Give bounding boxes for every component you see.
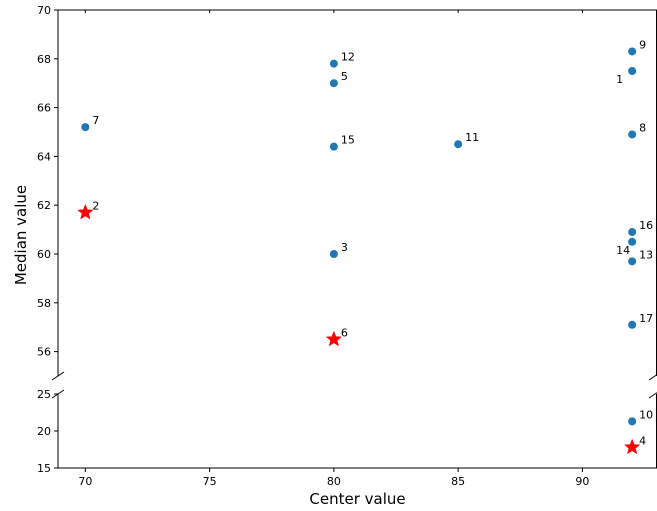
point-label: 1 — [616, 73, 623, 86]
y-tick-label: 58 — [37, 297, 51, 310]
point-label: 9 — [639, 38, 646, 51]
data-point — [628, 417, 637, 426]
point-label: 8 — [639, 121, 646, 134]
data-point — [81, 123, 90, 132]
y-tick-label: 66 — [37, 102, 51, 115]
lower-panel-frame — [57, 394, 657, 469]
upper-panel-frame — [57, 9, 657, 376]
x-axis-title: Center value — [309, 490, 405, 508]
break-mark-lower-right — [648, 392, 657, 399]
point-label: 11 — [465, 131, 479, 144]
x-axis-ticks: 70 75 80 85 90 — [78, 10, 589, 488]
point-label: 5 — [341, 70, 348, 83]
data-point — [628, 67, 637, 75]
point-label: 10 — [639, 408, 653, 421]
y-tick-label: 20 — [37, 425, 51, 438]
point-label: 14 — [616, 244, 630, 257]
data-point — [329, 79, 338, 88]
y-tick-label: 15 — [37, 462, 51, 475]
y-tick-label: 70 — [37, 4, 51, 17]
x-tick-label: 75 — [203, 475, 217, 488]
data-point — [329, 59, 338, 68]
data-point — [329, 142, 338, 151]
point-label: 12 — [341, 51, 355, 64]
y-tick-label: 25 — [37, 388, 51, 401]
point-label: 13 — [639, 248, 653, 261]
y-axis-ticks-lower: 15 20 25 — [37, 388, 58, 475]
data-point — [628, 237, 637, 246]
y-tick-label: 64 — [37, 150, 51, 163]
point-label: 15 — [341, 134, 355, 147]
data-point — [454, 140, 463, 149]
point-label: 17 — [639, 312, 653, 325]
y-tick-label: 56 — [37, 346, 51, 359]
point-label: 3 — [341, 241, 348, 254]
break-mark-upper-right — [648, 374, 657, 381]
x-tick-label: 90 — [575, 475, 589, 488]
point-label: 6 — [341, 326, 348, 339]
data-point — [628, 228, 637, 237]
data-point — [329, 250, 338, 258]
x-tick-label: 80 — [327, 475, 341, 488]
data-point — [628, 130, 637, 139]
data-point-star — [325, 330, 343, 347]
data-point — [628, 257, 637, 266]
y-tick-label: 60 — [37, 248, 51, 261]
y-axis-title: Median value — [12, 185, 30, 285]
y-tick-label: 62 — [37, 199, 51, 212]
y-axis-ticks-upper: 56 58 60 62 64 66 68 70 — [37, 4, 58, 359]
data-point — [628, 320, 637, 329]
break-mark-upper-left — [51, 371, 65, 381]
x-tick-label: 85 — [451, 475, 465, 488]
data-point-star — [623, 438, 641, 455]
x-tick-label: 70 — [78, 475, 92, 488]
point-label: 7 — [92, 114, 99, 127]
point-label: 2 — [92, 200, 99, 213]
point-label: 16 — [639, 219, 653, 232]
y-tick-label: 68 — [37, 53, 51, 66]
point-label: 4 — [639, 434, 646, 447]
data-point-star — [77, 203, 94, 220]
data-point — [628, 47, 637, 56]
axis-break-marks — [51, 371, 657, 399]
